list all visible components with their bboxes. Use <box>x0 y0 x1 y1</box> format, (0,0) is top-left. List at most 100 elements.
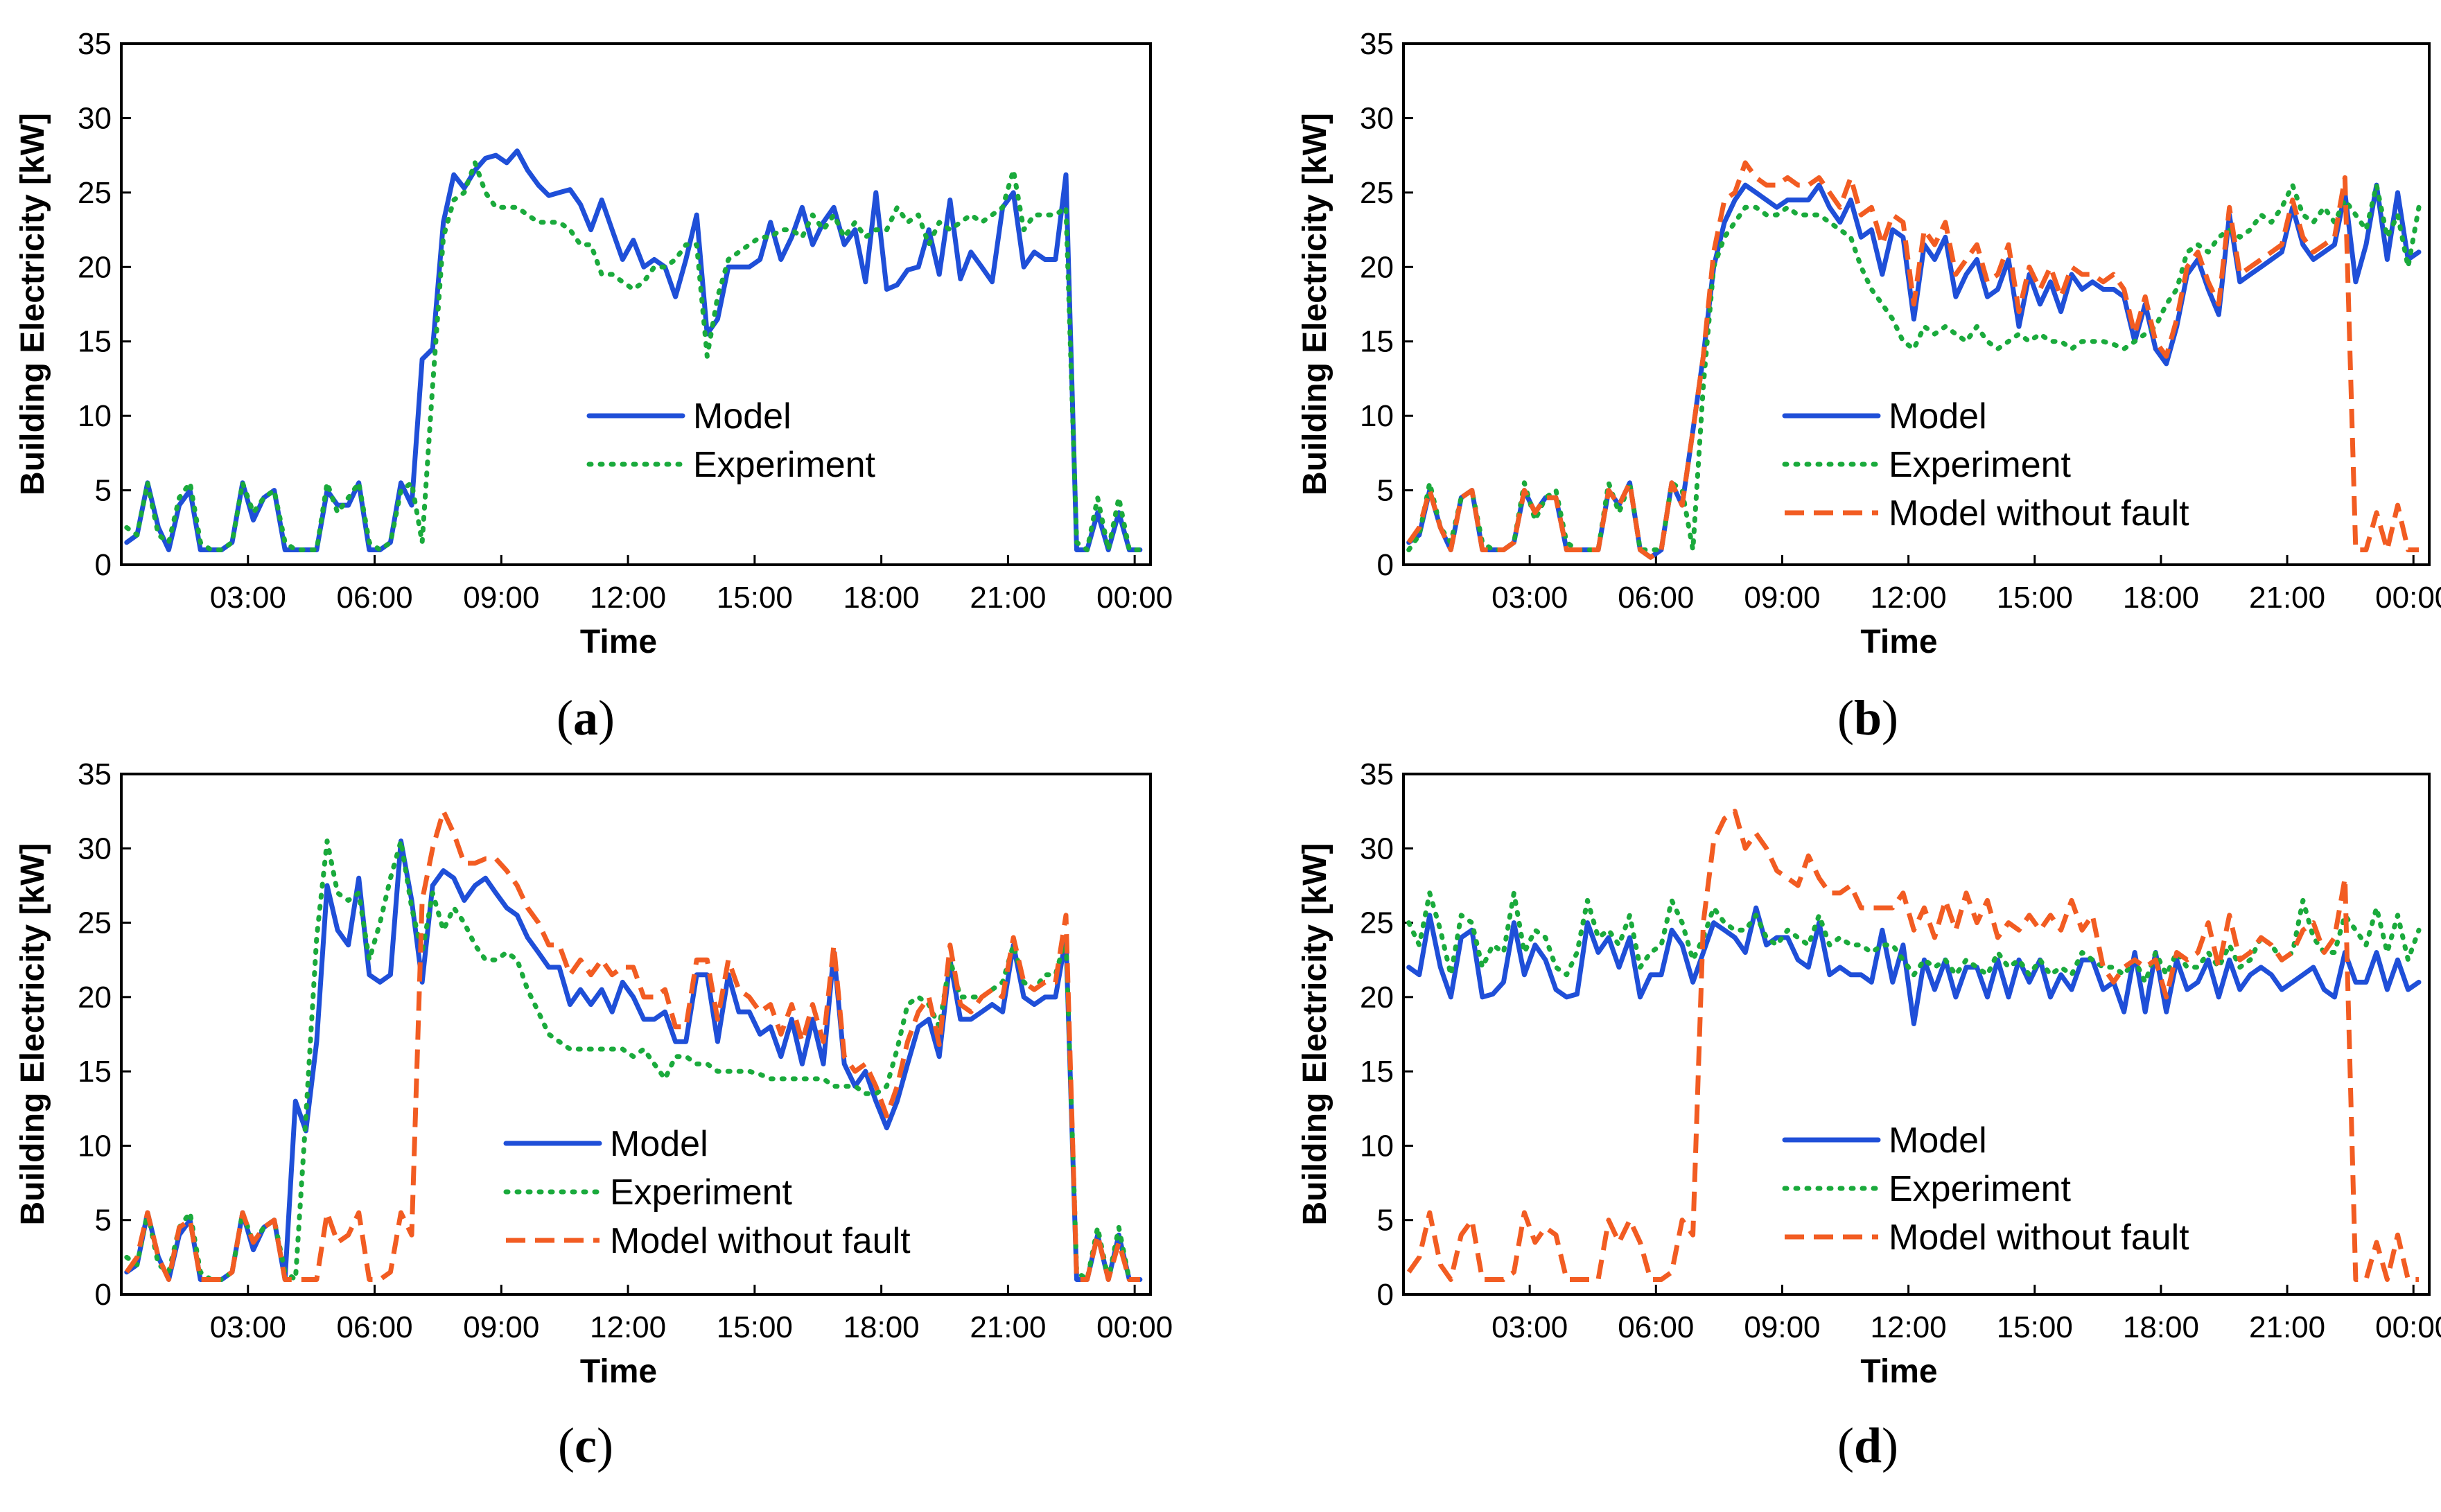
y-tick-label: 0 <box>95 1278 112 1312</box>
x-tick-label: 03:00 <box>1491 581 1568 615</box>
chart-panel-0: 0 5 10 15 20 25 30 35 03:00 06:00 09:00 12:00 15:00 1… <box>15 27 1173 746</box>
x-tick-label: 12:00 <box>1871 581 1947 615</box>
y-axis-title: Building Electricity [kW] <box>1297 113 1333 495</box>
y-tick-label: 5 <box>1377 474 1394 508</box>
y-tick-label: 35 <box>78 27 112 61</box>
x-axis-title: Time <box>1860 1353 1937 1390</box>
caption-part: a <box>573 690 598 746</box>
chart-panel-2: 0 5 10 15 20 25 30 35 03:00 06:00 09:00 12:00 15:00 1… <box>15 757 1173 1473</box>
y-tick-label: 30 <box>1360 832 1394 865</box>
x-tick-label: 21:00 <box>970 581 1046 615</box>
caption-part: ( <box>1837 690 1854 746</box>
y-axis-title: Building Electricity [kW] <box>1297 843 1333 1225</box>
y-tick-label: 0 <box>95 548 112 582</box>
y-tick-label: 20 <box>78 981 112 1014</box>
series-line-model-without-fault <box>1406 809 2419 1282</box>
x-tick-label: 15:00 <box>1997 1310 2073 1344</box>
x-axis-title: Time <box>580 624 657 660</box>
y-tick-label: 10 <box>1360 399 1394 433</box>
series-line-model <box>124 838 1143 1282</box>
panel-caption: (d) <box>1837 1418 1898 1473</box>
caption-part: ( <box>1837 1418 1854 1473</box>
y-tick-label: 35 <box>1360 27 1394 61</box>
y-tick-label: 35 <box>78 757 112 791</box>
caption-part: ) <box>597 1418 613 1473</box>
y-tick-label: 0 <box>1377 548 1394 582</box>
x-tick-label: 00:00 <box>2375 1310 2441 1344</box>
chart-panel-1: 0 5 10 15 20 25 30 35 03:00 06:00 09:00 12:00 15:00 1… <box>1297 27 2441 746</box>
legend-label: Model <box>1889 396 1987 437</box>
y-axis-title: Building Electricity [kW] <box>15 843 51 1225</box>
x-tick-label: 12:00 <box>1871 1310 1947 1344</box>
x-tick-label: 09:00 <box>463 1310 539 1344</box>
legend-label: Model without fault <box>1889 1217 2189 1258</box>
caption-part: ) <box>1882 1418 1898 1473</box>
x-tick-label: 18:00 <box>843 581 920 615</box>
legend: Model Experiment <box>586 396 876 485</box>
y-tick-label: 30 <box>78 101 112 135</box>
plot-frame <box>120 773 1152 1296</box>
x-tick-label: 03:00 <box>1491 1310 1568 1344</box>
legend: Model Experiment Model without fault <box>503 1124 911 1261</box>
y-tick-label: 10 <box>78 1129 112 1163</box>
plot-frame <box>120 42 1152 566</box>
caption-part: b <box>1854 690 1882 746</box>
y-tick-label: 30 <box>1360 101 1394 135</box>
y-tick-label: 15 <box>1360 1055 1394 1089</box>
legend-label: Model <box>1889 1120 1987 1161</box>
y-tick-label: 25 <box>1360 176 1394 210</box>
caption-part: d <box>1854 1418 1882 1473</box>
series-line-model-without-fault <box>1406 160 2419 560</box>
panel-caption: (a) <box>557 690 615 746</box>
x-tick-label: 00:00 <box>1096 581 1173 615</box>
x-tick-label: 03:00 <box>210 1310 286 1344</box>
x-axis-title: Time <box>580 1353 657 1390</box>
caption-part: ) <box>1882 690 1898 746</box>
panel-caption: (b) <box>1837 690 1898 746</box>
plot-frame <box>1402 773 2431 1296</box>
y-tick-label: 20 <box>1360 250 1394 284</box>
y-tick-label: 15 <box>78 1055 112 1089</box>
legend-label: Model <box>693 396 791 437</box>
x-tick-label: 00:00 <box>1096 1310 1173 1344</box>
legend: Model Experiment Model without fault <box>1782 1120 2189 1258</box>
y-axis-title: Building Electricity [kW] <box>15 113 51 495</box>
legend-label: Model without fault <box>610 1221 911 1261</box>
x-tick-label: 12:00 <box>590 581 666 615</box>
y-tick-label: 25 <box>78 176 112 210</box>
y-tick-label: 25 <box>1360 906 1394 940</box>
y-tick-label: 20 <box>1360 981 1394 1014</box>
series-line-experiment <box>124 160 1143 552</box>
y-tick-label: 10 <box>78 399 112 433</box>
panel-caption: (c) <box>558 1418 613 1473</box>
plot-frame <box>1402 42 2431 566</box>
x-tick-label: 06:00 <box>1618 581 1694 615</box>
y-tick-label: 30 <box>78 832 112 865</box>
legend-label: Experiment <box>693 445 876 485</box>
legend-label: Experiment <box>610 1172 793 1213</box>
x-tick-label: 03:00 <box>210 581 286 615</box>
y-tick-label: 15 <box>1360 325 1394 359</box>
x-axis-title: Time <box>1860 624 1937 660</box>
x-tick-label: 15:00 <box>1997 581 2073 615</box>
x-tick-label: 00:00 <box>2375 581 2441 615</box>
y-tick-label: 35 <box>1360 757 1394 791</box>
series-line-model-without-fault <box>124 809 1140 1282</box>
y-tick-label: 10 <box>1360 1129 1394 1163</box>
legend-label: Model without fault <box>1889 493 2189 534</box>
caption-part: ) <box>598 690 615 746</box>
y-tick-label: 5 <box>95 474 112 508</box>
x-tick-label: 21:00 <box>970 1310 1046 1344</box>
x-tick-label: 21:00 <box>2249 1310 2325 1344</box>
x-tick-label: 21:00 <box>2249 581 2325 615</box>
y-tick-label: 0 <box>1377 1278 1394 1312</box>
caption-part: ( <box>557 690 573 746</box>
x-tick-label: 06:00 <box>336 581 412 615</box>
x-tick-label: 06:00 <box>1618 1310 1694 1344</box>
legend-label: Experiment <box>1889 1169 2072 1209</box>
x-tick-label: 18:00 <box>2123 1310 2199 1344</box>
x-tick-label: 15:00 <box>717 581 793 615</box>
y-tick-label: 5 <box>95 1204 112 1238</box>
caption-part: ( <box>558 1418 575 1473</box>
